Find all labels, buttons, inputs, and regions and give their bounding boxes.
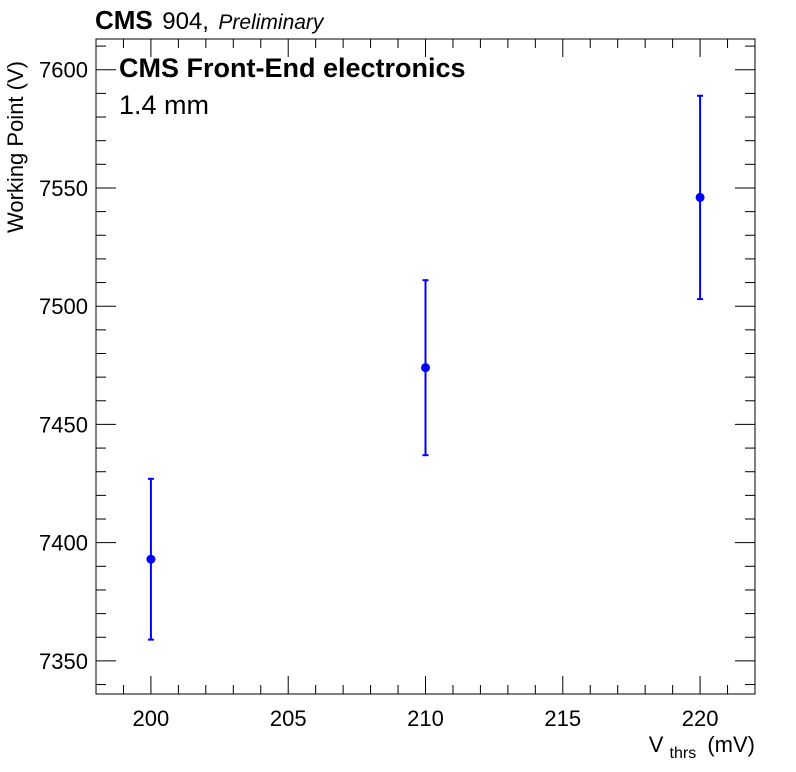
y-tick-label: 7500 — [39, 294, 88, 319]
y-tick-label: 7400 — [39, 531, 88, 556]
axis-ticks — [95, 39, 756, 694]
x-tick-label: 210 — [407, 706, 444, 731]
x-axis-title-main: V — [649, 732, 664, 757]
x-tick-labels: 200 205 210 215 220 — [133, 706, 719, 731]
data-point — [695, 192, 705, 202]
data-point — [146, 554, 156, 564]
y-tick-labels: 7350 7400 7450 7500 7550 7600 — [39, 58, 88, 674]
x-tick-label: 205 — [270, 706, 307, 731]
x-tick-label: 220 — [682, 706, 719, 731]
data-point — [421, 363, 430, 373]
header-experiment: CMS — [95, 5, 153, 35]
y-axis-title: Working Point (V) — [3, 61, 28, 233]
header-status: Preliminary — [218, 11, 325, 34]
chart-title: CMS Front-End electronics — [119, 53, 466, 83]
y-tick-label: 7550 — [39, 176, 88, 201]
header-location: 904, — [162, 8, 209, 35]
chart-header: CMS 904, Preliminary — [95, 5, 325, 35]
x-axis-title-sub: thrs — [670, 745, 697, 762]
data-series — [146, 94, 705, 641]
y-tick-label: 7350 — [39, 649, 88, 674]
x-axis-title: V thrs (mV) — [649, 732, 755, 763]
x-tick-label: 200 — [133, 706, 170, 731]
y-tick-label: 7600 — [39, 58, 88, 83]
y-tick-label: 7450 — [39, 412, 88, 437]
chart-subtitle: 1.4 mm — [119, 90, 209, 120]
x-axis-title-unit: (mV) — [707, 732, 755, 757]
x-tick-label: 215 — [544, 706, 581, 731]
